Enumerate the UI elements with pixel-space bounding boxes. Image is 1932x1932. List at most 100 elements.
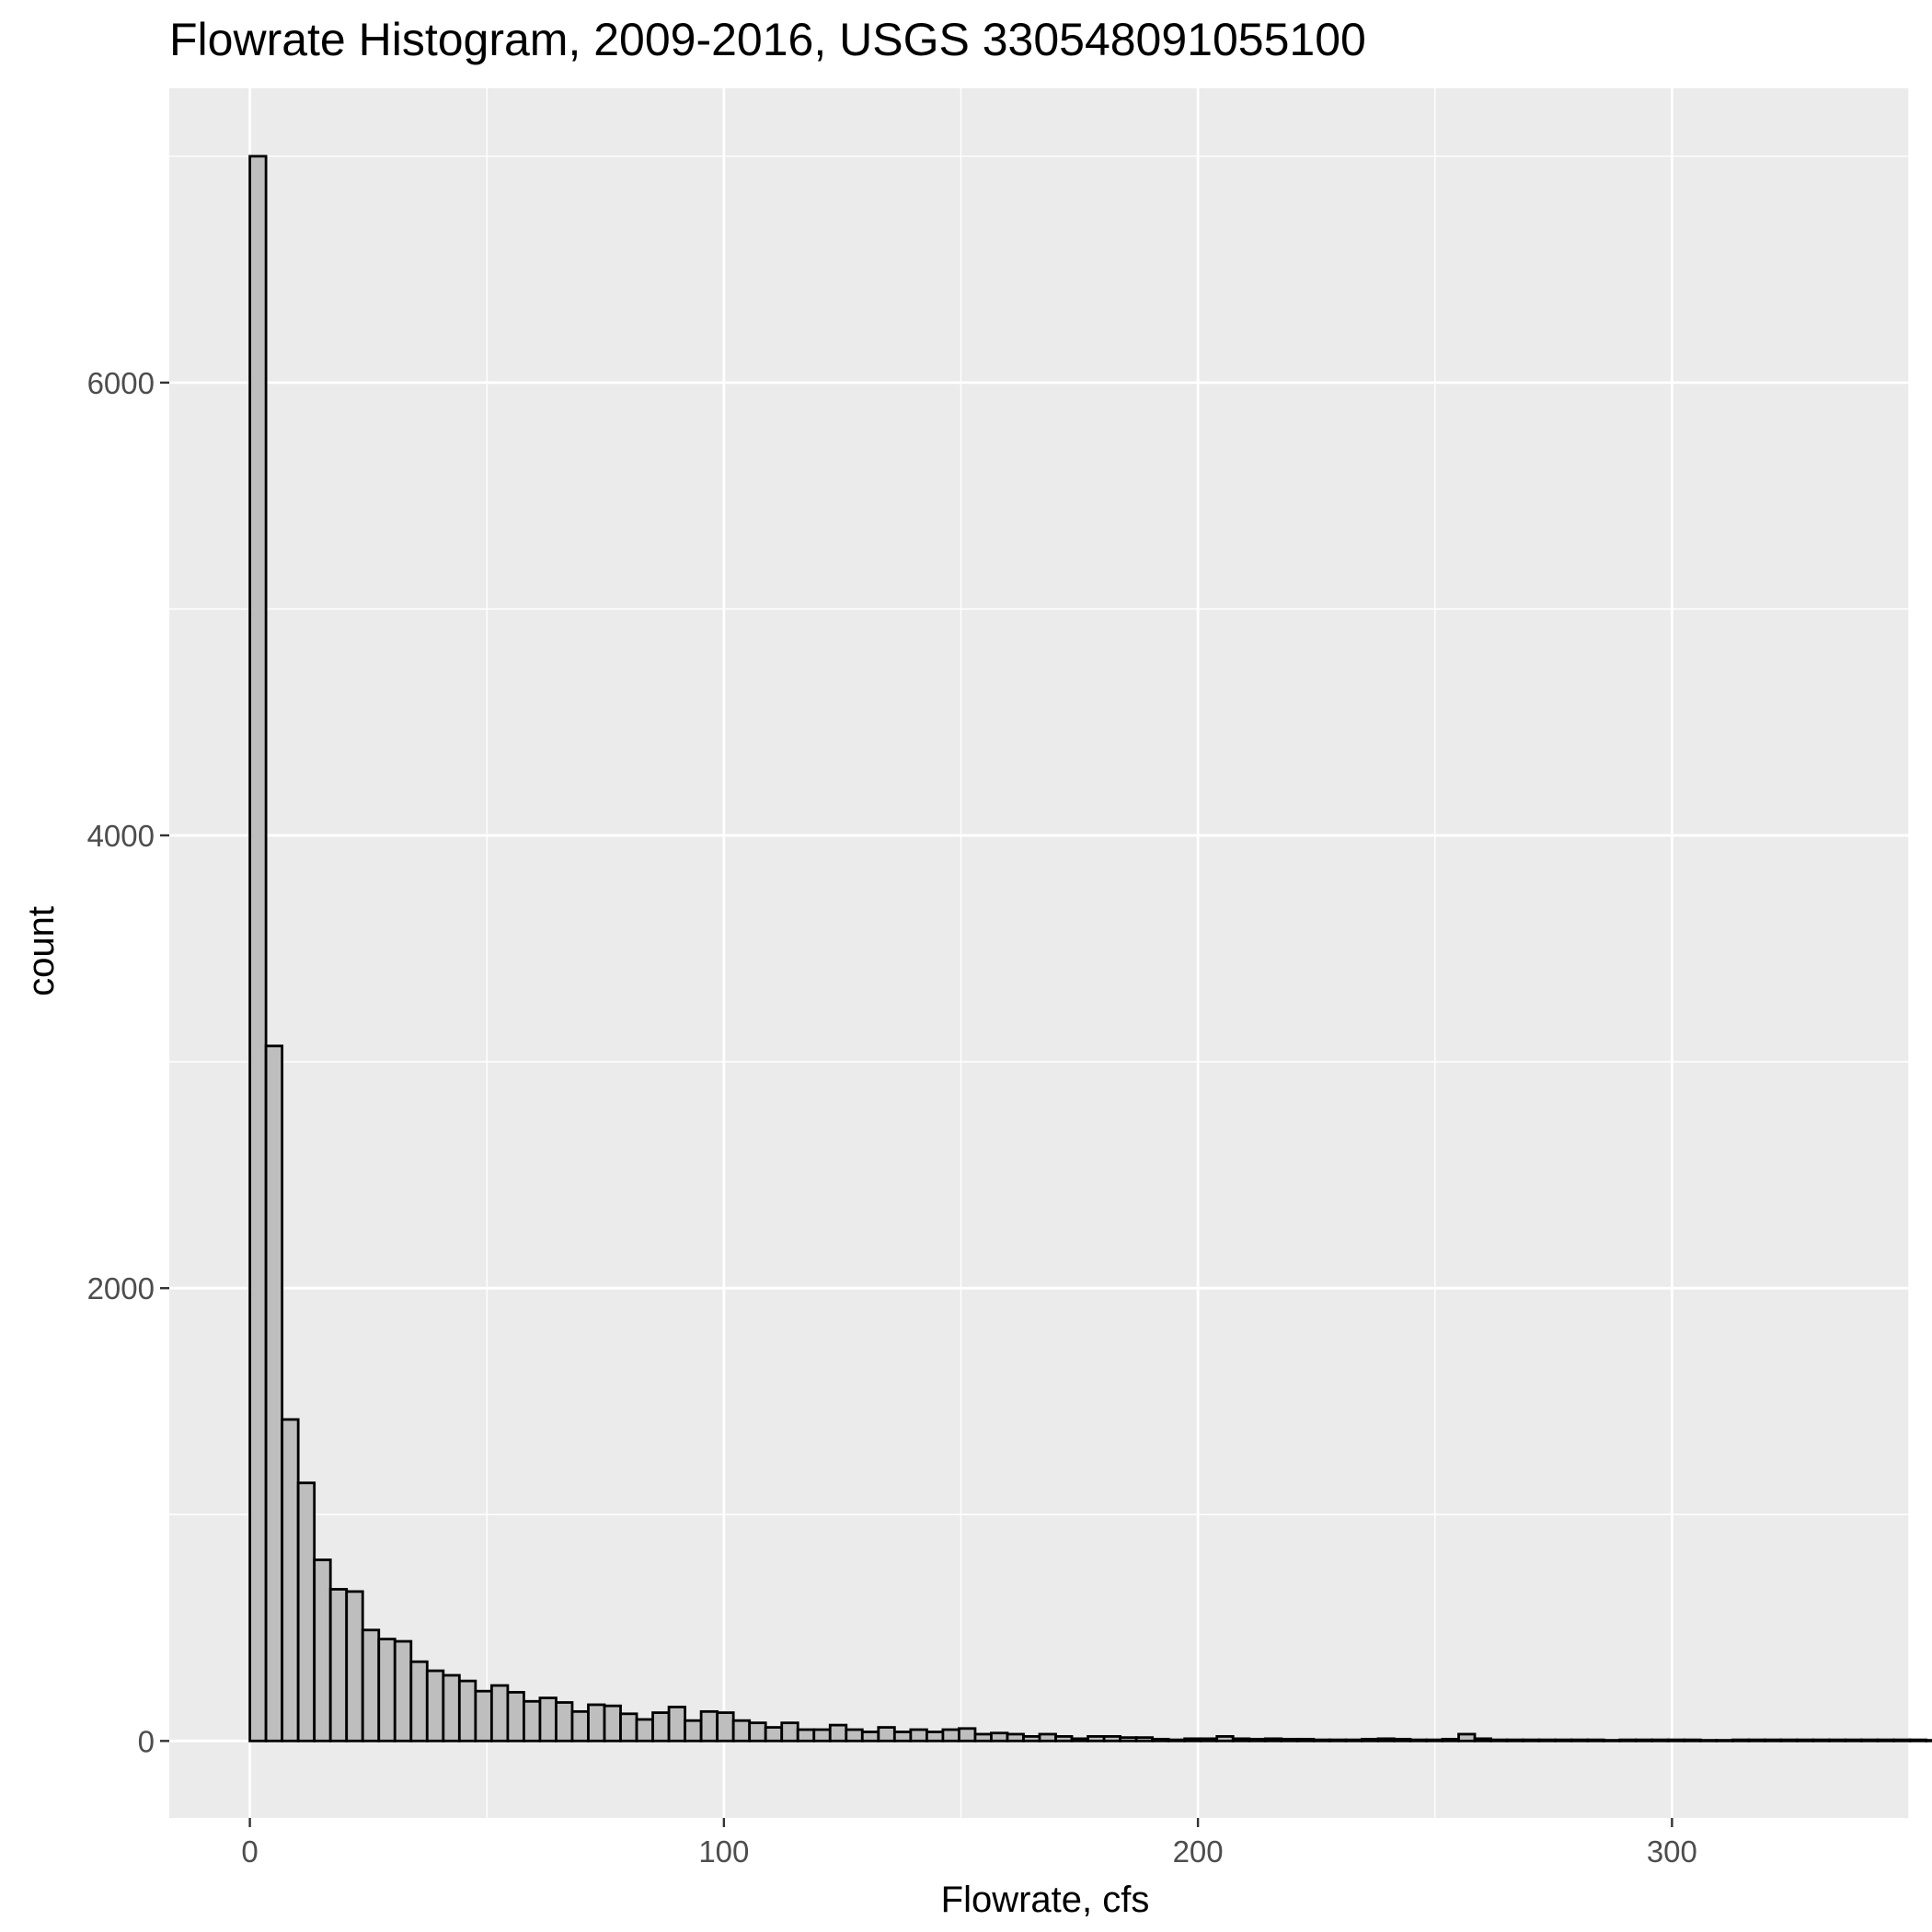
- histogram-bar: [619, 1712, 638, 1742]
- histogram-bar: [313, 1558, 332, 1742]
- histogram-bar: [635, 1718, 654, 1742]
- histogram-bar: [1876, 1738, 1895, 1742]
- histogram-bar: [1602, 1739, 1622, 1742]
- histogram-bar: [1715, 1739, 1734, 1742]
- histogram-bar: [248, 155, 268, 1742]
- histogram-bar: [1167, 1738, 1187, 1742]
- histogram-bar: [1231, 1737, 1251, 1742]
- histogram-bar: [603, 1704, 622, 1742]
- histogram-bar: [748, 1721, 767, 1742]
- histogram-bar: [1618, 1738, 1638, 1742]
- histogram-bar: [1119, 1736, 1138, 1742]
- histogram-bar: [1925, 1739, 1932, 1742]
- histogram-bar: [1586, 1738, 1605, 1742]
- histogram-bar: [1199, 1737, 1219, 1742]
- histogram-bars: [248, 155, 1932, 1742]
- histogram-bar: [731, 1719, 752, 1742]
- y-tick-label: 6000: [87, 366, 155, 400]
- histogram-bar: [1844, 1738, 1863, 1742]
- histogram-bar: [1522, 1738, 1541, 1742]
- histogram-bar: [264, 1044, 284, 1742]
- histogram-bar: [377, 1638, 397, 1742]
- histogram-bar: [796, 1728, 816, 1742]
- histogram-bar: [409, 1660, 429, 1742]
- histogram-bar: [1360, 1737, 1380, 1742]
- x-tick-label: 300: [1647, 1834, 1697, 1869]
- histogram-bar: [860, 1731, 880, 1742]
- histogram-bar: [1554, 1738, 1573, 1742]
- histogram-bar: [1215, 1735, 1235, 1742]
- histogram-bar: [1393, 1737, 1412, 1742]
- histogram-bar: [1295, 1737, 1316, 1742]
- histogram-bar: [474, 1689, 493, 1742]
- histogram-bar: [281, 1418, 300, 1742]
- histogram-bar: [1134, 1736, 1155, 1742]
- histogram-bar: [1811, 1738, 1831, 1742]
- histogram-bar: [1537, 1738, 1558, 1742]
- histogram-bar: [990, 1731, 1009, 1742]
- histogram-bar: [1328, 1738, 1348, 1742]
- histogram-bar: [1441, 1737, 1460, 1742]
- histogram-bar: [1666, 1738, 1686, 1742]
- histogram-bar: [1747, 1738, 1766, 1742]
- chart-title: Flowrate Histogram, 2009-2016, USGS 3305…: [169, 14, 1366, 65]
- histogram-bar: [1070, 1737, 1089, 1742]
- histogram-bar: [1489, 1738, 1509, 1742]
- histogram-bar: [1038, 1732, 1057, 1742]
- histogram-bar: [345, 1590, 364, 1742]
- histogram-bar: [667, 1706, 687, 1742]
- histogram-bar: [1022, 1735, 1041, 1742]
- y-axis-title: count: [21, 906, 62, 996]
- histogram-bar: [1892, 1738, 1912, 1742]
- y-axis: 0 2000 4000 6000: [87, 366, 169, 1758]
- histogram-bar: [296, 1481, 316, 1742]
- histogram-bar: [716, 1711, 735, 1742]
- histogram-bar: [958, 1727, 977, 1742]
- histogram-bar: [425, 1669, 445, 1742]
- histogram-bar: [1409, 1738, 1428, 1742]
- histogram-bar: [489, 1684, 510, 1742]
- histogram-bar: [1102, 1735, 1122, 1742]
- histogram-bar: [941, 1728, 960, 1742]
- histogram-bar: [1908, 1738, 1927, 1742]
- histogram-bar: [1248, 1737, 1267, 1742]
- histogram-bar: [1698, 1739, 1719, 1742]
- histogram-bar: [1263, 1737, 1283, 1742]
- histogram-bar: [1376, 1737, 1396, 1742]
- histogram-bar: [845, 1728, 864, 1742]
- histogram-bar: [1683, 1738, 1702, 1742]
- histogram-bar: [909, 1728, 928, 1742]
- histogram-bar: [1634, 1738, 1654, 1742]
- x-tick-label: 0: [241, 1834, 258, 1869]
- histogram-bar: [442, 1673, 461, 1742]
- histogram-bar: [1731, 1738, 1751, 1742]
- histogram-bar: [1151, 1737, 1170, 1742]
- histogram-bar: [1505, 1738, 1524, 1742]
- histogram-bar: [892, 1731, 913, 1742]
- histogram-bar: [587, 1703, 606, 1742]
- minor-gridlines: [169, 88, 1910, 1818]
- histogram-bar: [684, 1719, 703, 1742]
- y-tick-label: 2000: [87, 1271, 155, 1305]
- histogram-bar: [877, 1726, 896, 1742]
- y-tick-label: 4000: [87, 819, 155, 853]
- histogram-bar: [328, 1588, 349, 1742]
- histogram-bar: [1828, 1738, 1847, 1742]
- histogram-bar: [570, 1709, 590, 1742]
- histogram-bar: [651, 1711, 671, 1742]
- x-axis: 0 100 200 300: [241, 1818, 1697, 1869]
- histogram-bar: [1795, 1738, 1815, 1742]
- x-tick-label: 100: [698, 1834, 749, 1869]
- y-tick-label: 0: [138, 1724, 155, 1758]
- histogram-bar: [555, 1701, 574, 1742]
- histogram-bar: [1473, 1737, 1492, 1742]
- histogram-bar: [1344, 1738, 1363, 1742]
- histogram-bar: [1183, 1737, 1202, 1742]
- histogram-bar: [780, 1721, 799, 1742]
- histogram-bar: [506, 1691, 525, 1742]
- histogram-bar: [361, 1628, 381, 1742]
- histogram-bar: [1054, 1735, 1074, 1742]
- plot-panel: [169, 88, 1909, 1818]
- histogram-bar: [1087, 1735, 1106, 1742]
- histogram-bar: [1425, 1738, 1444, 1742]
